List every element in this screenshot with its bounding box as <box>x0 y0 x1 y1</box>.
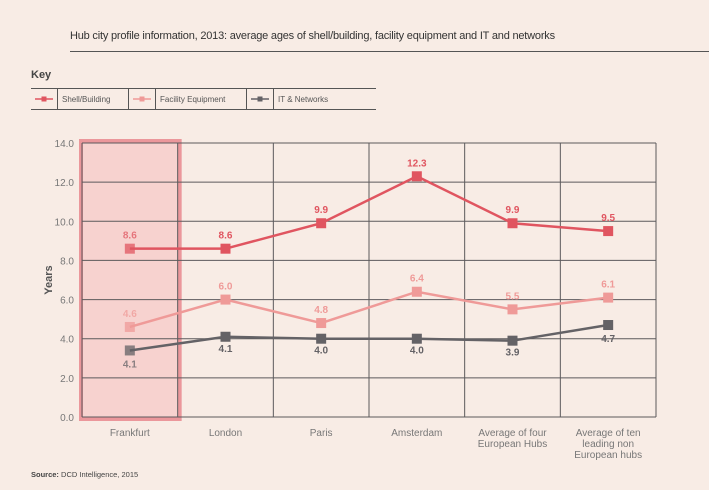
data-point <box>316 333 327 344</box>
legend-label: Shell/Building <box>58 89 129 109</box>
series-line <box>129 290 609 329</box>
data-point <box>603 292 614 303</box>
data-point <box>507 218 518 229</box>
data-label: 8.6 <box>219 231 233 242</box>
y-tick-label: 14.0 <box>55 139 75 150</box>
series-line <box>129 174 609 250</box>
x-tick-label: leading non <box>582 439 634 450</box>
data-label: 6.0 <box>219 282 233 293</box>
data-label: 4.7 <box>601 334 615 345</box>
data-label: 9.5 <box>601 213 615 224</box>
source-note: Source: DCD Intelligence, 2015 <box>31 470 138 479</box>
legend-item: Facility Equipment <box>129 89 247 109</box>
legend-label: IT & Networks <box>278 94 329 104</box>
x-tick-label: Average of ten <box>576 428 641 439</box>
series-line <box>129 323 609 352</box>
y-tick-label: 2.0 <box>60 374 74 385</box>
y-tick-label: 10.0 <box>55 217 75 228</box>
data-point <box>507 335 518 346</box>
y-tick-label: 12.0 <box>55 178 75 189</box>
data-label: 9.9 <box>314 205 328 216</box>
data-label: 6.1 <box>601 280 615 291</box>
data-point <box>220 331 231 342</box>
data-label: 8.6 <box>123 231 137 242</box>
data-label: 12.3 <box>407 158 427 169</box>
x-tick-label: Amsterdam <box>391 428 442 439</box>
x-tick-label: Frankfurt <box>110 428 150 439</box>
title-divider <box>70 51 709 52</box>
source-text: DCD Intelligence, 2015 <box>61 470 139 479</box>
data-point <box>507 304 518 315</box>
legend-swatch-icon <box>31 89 58 109</box>
data-label: 4.0 <box>410 346 424 357</box>
data-label: 5.5 <box>506 291 520 302</box>
legend-label: Facility Equipment <box>156 89 247 109</box>
data-point <box>603 226 614 237</box>
legend-item: IT & Networks <box>247 89 342 109</box>
data-point <box>316 218 327 229</box>
data-label: 4.1 <box>123 359 137 370</box>
x-tick-label: European hubs <box>574 450 642 461</box>
data-point <box>603 320 614 331</box>
data-label: 4.1 <box>219 344 233 355</box>
data-label: 9.9 <box>506 205 520 216</box>
y-axis-label: Years <box>43 265 55 294</box>
data-point <box>220 243 231 254</box>
x-tick-label: London <box>209 428 242 439</box>
legend-item: Shell/Building <box>31 89 129 109</box>
y-tick-label: 6.0 <box>60 296 74 307</box>
data-point <box>220 294 231 305</box>
source-label: Source: <box>31 470 59 479</box>
data-point <box>124 345 135 356</box>
legend-swatch-icon <box>247 89 274 109</box>
x-tick-label: European Hubs <box>478 439 548 450</box>
highlight-frankfurt <box>79 139 182 421</box>
data-label: 4.6 <box>123 309 137 320</box>
y-tick-label: 0.0 <box>60 413 74 424</box>
legend-swatch-icon <box>129 89 156 109</box>
data-label: 3.9 <box>506 348 520 359</box>
data-point <box>411 171 422 182</box>
data-point <box>124 243 135 254</box>
legend: Shell/Building Facility Equipment IT & Net… <box>31 88 376 110</box>
y-tick-label: 8.0 <box>60 256 74 267</box>
data-label: 4.0 <box>314 346 328 357</box>
data-point <box>411 333 422 344</box>
chart-title: Hub city profile information, 2013: aver… <box>70 30 555 42</box>
data-point <box>316 318 327 329</box>
x-tick-label: Average of four <box>478 428 547 439</box>
y-tick-label: 4.0 <box>60 335 74 346</box>
key-label: Key <box>31 69 52 81</box>
data-label: 4.8 <box>314 305 328 316</box>
data-label: 6.4 <box>410 274 424 285</box>
data-point <box>124 321 135 332</box>
x-tick-label: Paris <box>310 428 333 439</box>
data-point <box>411 286 422 297</box>
